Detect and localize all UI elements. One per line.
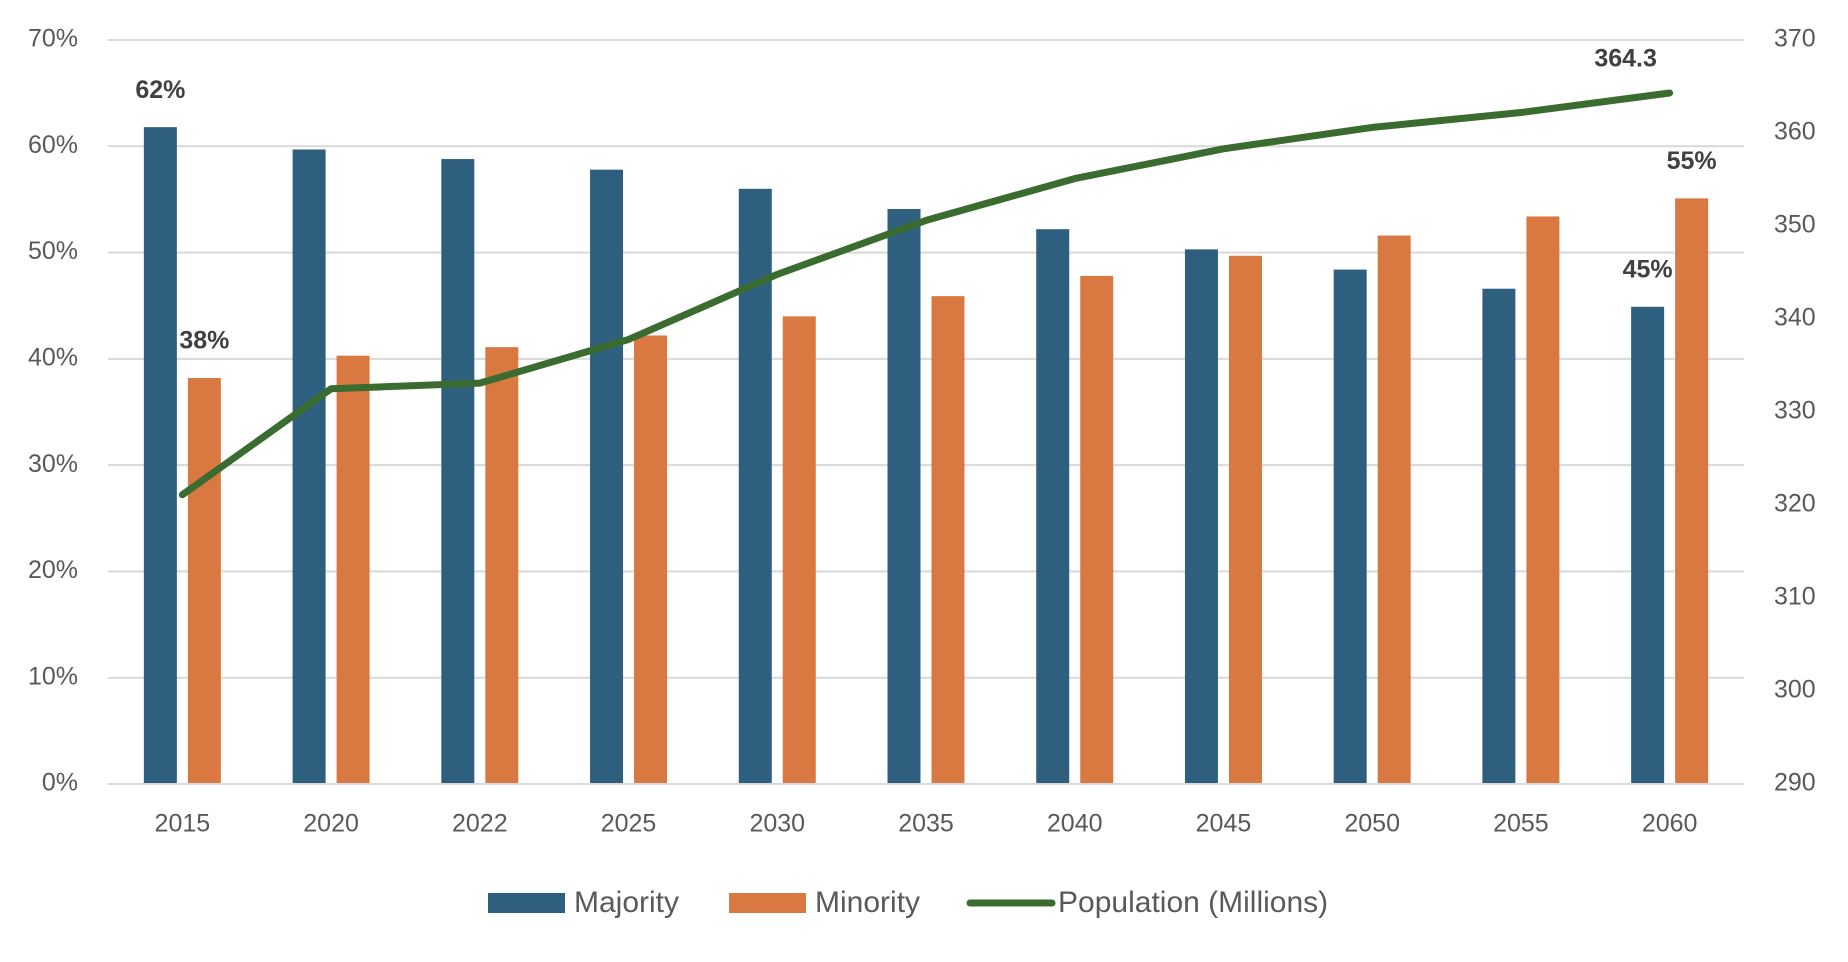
y-tick-label: 10%	[28, 662, 78, 690]
x-tick-label: 2030	[749, 810, 805, 838]
y-tick-label: 30%	[28, 450, 78, 478]
y-tick-label: 50%	[28, 237, 78, 265]
y2-tick-label: 310	[1774, 583, 1816, 611]
y-tick-label: 20%	[28, 556, 78, 584]
data-label: 62%	[135, 76, 185, 104]
y2-tick-label: 340	[1774, 304, 1816, 332]
data-label: 364.3	[1594, 45, 1657, 73]
bar	[292, 149, 326, 784]
legend-swatch	[729, 893, 807, 913]
y2-tick-label: 320	[1774, 490, 1816, 518]
bar	[782, 316, 816, 784]
y2-tick-label: 330	[1774, 397, 1816, 425]
bar	[1526, 216, 1560, 785]
y2-tick-label: 290	[1774, 769, 1816, 797]
bar	[187, 377, 221, 784]
x-tick-label: 2025	[601, 810, 657, 838]
legend-label: Population (Millions)	[1058, 886, 1328, 919]
y-tick-label: 40%	[28, 343, 78, 371]
x-tick-label: 2035	[898, 810, 954, 838]
y2-tick-label: 350	[1774, 211, 1816, 239]
bar	[1080, 275, 1114, 784]
x-tick-label: 2015	[155, 810, 211, 838]
legend-swatch	[488, 893, 565, 913]
bar	[1333, 269, 1367, 784]
x-tick-label: 2020	[303, 810, 359, 838]
y2-tick-label: 370	[1774, 25, 1816, 53]
data-label: 55%	[1667, 147, 1717, 175]
bar	[1228, 255, 1262, 784]
bar	[441, 159, 475, 785]
x-tick-label: 2050	[1344, 810, 1400, 838]
legend-label: Majority	[574, 886, 679, 919]
bar	[1036, 229, 1070, 784]
y2-tick-label: 300	[1774, 676, 1816, 704]
bar	[634, 335, 668, 784]
y-tick-label: 60%	[28, 131, 78, 159]
bar	[590, 169, 624, 784]
bar	[1675, 198, 1709, 784]
data-label: 45%	[1623, 255, 1673, 283]
y-tick-label: 70%	[28, 25, 78, 53]
bar	[1184, 249, 1218, 784]
line	[178, 89, 1674, 499]
x-tick-label: 2060	[1642, 810, 1698, 838]
x-tick-label: 2045	[1196, 810, 1252, 838]
bar	[485, 347, 519, 784]
x-tick-label: 2022	[452, 810, 508, 838]
y-tick-label: 0%	[42, 769, 78, 797]
bar	[887, 208, 921, 785]
bar	[1377, 235, 1411, 784]
bar	[1482, 288, 1516, 784]
bar	[336, 355, 370, 784]
legend-label: Minority	[815, 886, 920, 919]
bar	[143, 127, 177, 784]
y2-tick-label: 360	[1774, 118, 1816, 146]
bar	[931, 296, 965, 784]
data-label: 38%	[179, 327, 229, 355]
bar	[1631, 306, 1665, 784]
x-tick-label: 2040	[1047, 810, 1103, 838]
x-tick-label: 2055	[1493, 810, 1549, 838]
